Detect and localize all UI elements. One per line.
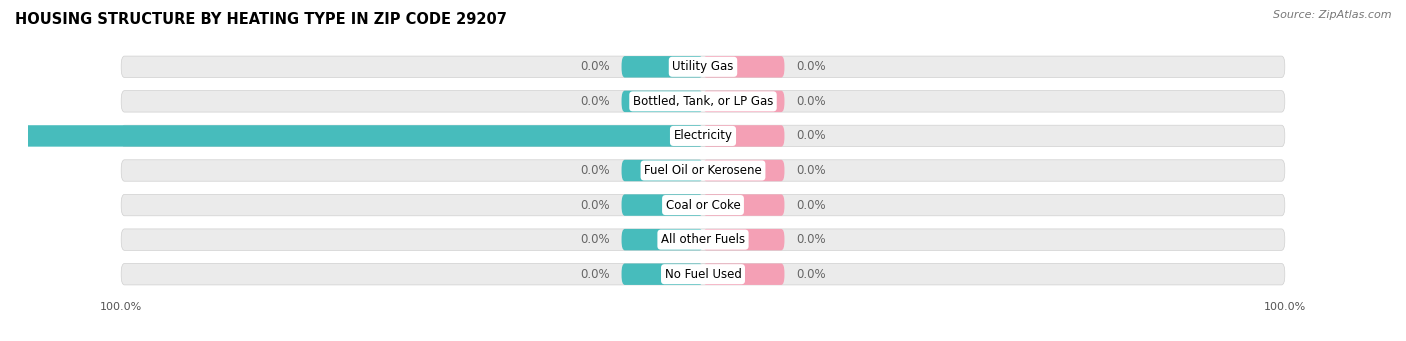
FancyBboxPatch shape: [703, 264, 785, 285]
FancyBboxPatch shape: [0, 125, 703, 147]
Text: 0.0%: 0.0%: [796, 60, 825, 73]
Text: 0.0%: 0.0%: [796, 233, 825, 246]
Text: No Fuel Used: No Fuel Used: [665, 268, 741, 281]
Text: 0.0%: 0.0%: [581, 60, 610, 73]
Text: 0.0%: 0.0%: [796, 198, 825, 211]
Text: 0.0%: 0.0%: [581, 95, 610, 108]
FancyBboxPatch shape: [703, 194, 785, 216]
FancyBboxPatch shape: [703, 160, 785, 181]
FancyBboxPatch shape: [703, 125, 785, 147]
Text: 0.0%: 0.0%: [796, 164, 825, 177]
Text: 0.0%: 0.0%: [581, 268, 610, 281]
FancyBboxPatch shape: [621, 91, 703, 112]
Text: 0.0%: 0.0%: [581, 164, 610, 177]
Text: 0.0%: 0.0%: [581, 233, 610, 246]
FancyBboxPatch shape: [121, 56, 1285, 77]
Text: Fuel Oil or Kerosene: Fuel Oil or Kerosene: [644, 164, 762, 177]
FancyBboxPatch shape: [121, 91, 1285, 112]
Text: Utility Gas: Utility Gas: [672, 60, 734, 73]
Text: 0.0%: 0.0%: [581, 198, 610, 211]
FancyBboxPatch shape: [121, 264, 1285, 285]
Legend: Owner-occupied, Renter-occupied: Owner-occupied, Renter-occupied: [568, 338, 838, 341]
Text: 0.0%: 0.0%: [796, 95, 825, 108]
Text: Source: ZipAtlas.com: Source: ZipAtlas.com: [1274, 10, 1392, 20]
Text: HOUSING STRUCTURE BY HEATING TYPE IN ZIP CODE 29207: HOUSING STRUCTURE BY HEATING TYPE IN ZIP…: [14, 12, 506, 27]
FancyBboxPatch shape: [621, 229, 703, 250]
Text: Bottled, Tank, or LP Gas: Bottled, Tank, or LP Gas: [633, 95, 773, 108]
FancyBboxPatch shape: [703, 91, 785, 112]
FancyBboxPatch shape: [703, 56, 785, 77]
FancyBboxPatch shape: [621, 56, 703, 77]
FancyBboxPatch shape: [621, 264, 703, 285]
Text: Coal or Coke: Coal or Coke: [665, 198, 741, 211]
FancyBboxPatch shape: [121, 125, 1285, 147]
FancyBboxPatch shape: [121, 229, 1285, 250]
Text: 0.0%: 0.0%: [796, 130, 825, 143]
FancyBboxPatch shape: [621, 160, 703, 181]
Text: All other Fuels: All other Fuels: [661, 233, 745, 246]
Text: 0.0%: 0.0%: [796, 268, 825, 281]
FancyBboxPatch shape: [121, 160, 1285, 181]
FancyBboxPatch shape: [121, 194, 1285, 216]
FancyBboxPatch shape: [621, 194, 703, 216]
FancyBboxPatch shape: [703, 229, 785, 250]
Text: Electricity: Electricity: [673, 130, 733, 143]
